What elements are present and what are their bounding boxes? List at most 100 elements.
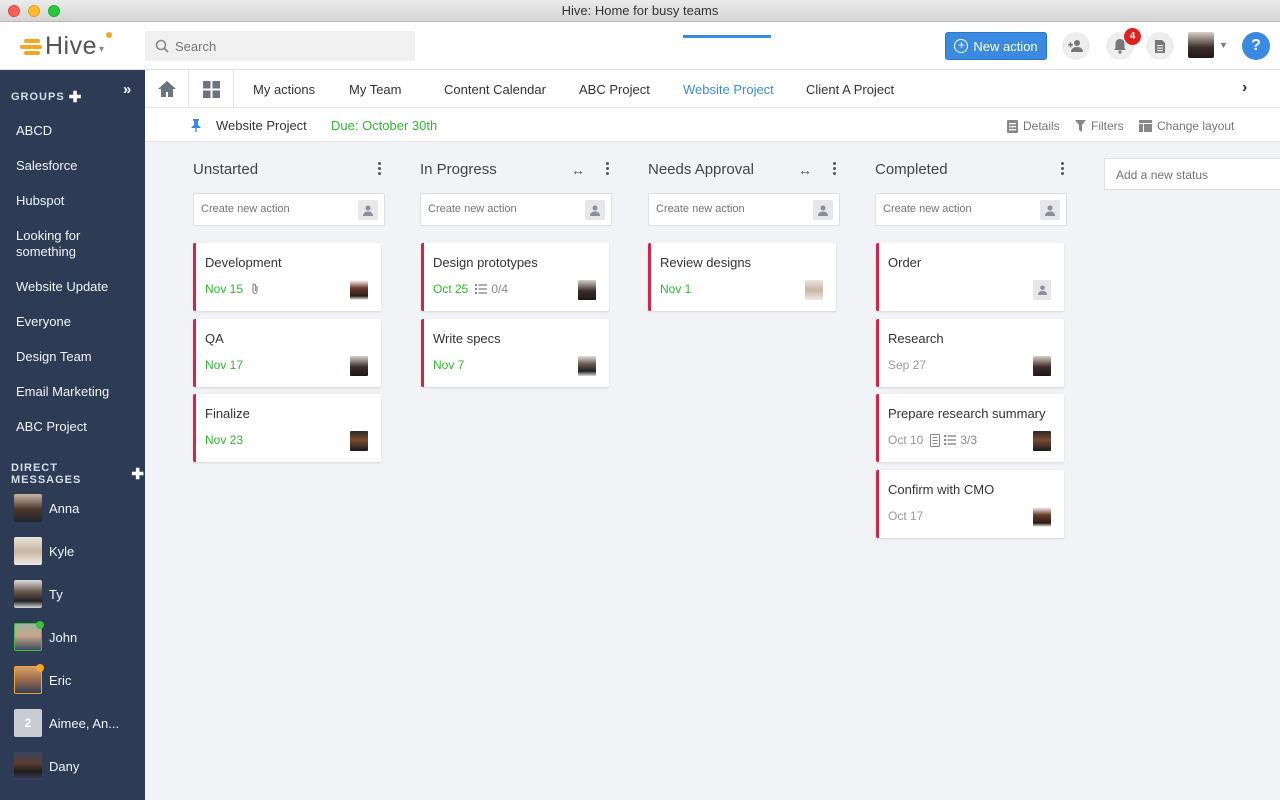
search-input[interactable]	[175, 38, 395, 54]
create-action-input[interactable]	[428, 203, 578, 215]
unassigned-user-icon[interactable]	[1033, 280, 1051, 300]
add-message-icon[interactable]: ✚	[131, 466, 145, 483]
expand-column-icon[interactable]: ↔	[571, 162, 585, 178]
create-action-input[interactable]	[201, 203, 351, 215]
action-card[interactable]: Prepare research summary Oct 10 3/3	[876, 394, 1064, 462]
assignee-avatar[interactable]	[578, 280, 596, 300]
tab-my-actions[interactable]: My actions	[253, 82, 316, 97]
assignee-avatar[interactable]	[350, 356, 368, 376]
create-action-field[interactable]	[875, 193, 1067, 226]
assignee-avatar[interactable]	[578, 356, 596, 376]
window-titlebar: Hive: Home for busy teams	[0, 0, 1280, 22]
new-action-label: New action	[973, 38, 1038, 54]
tab-website-project[interactable]: Website Project	[683, 82, 774, 97]
assignee-avatar[interactable]	[350, 431, 368, 451]
create-action-field[interactable]	[420, 193, 612, 226]
action-card[interactable]: Confirm with CMO Oct 17	[876, 470, 1064, 538]
help-button[interactable]: ?	[1242, 32, 1270, 60]
dm-item-eric[interactable]: Eric	[14, 664, 71, 694]
action-card[interactable]: Review designs Nov 1	[648, 243, 836, 311]
pin-icon[interactable]	[190, 118, 202, 132]
sidebar-group-looking-for-something[interactable]: Looking for something	[16, 228, 81, 259]
column-menu-icon[interactable]	[833, 162, 837, 177]
card-title: Development	[205, 255, 282, 270]
close-window-button[interactable]	[8, 5, 20, 17]
card-title: Confirm with CMO	[888, 482, 995, 497]
dm-item-john[interactable]: John	[14, 621, 77, 651]
project-due-date[interactable]: Due: October 30th	[331, 118, 438, 133]
create-action-input[interactable]	[883, 203, 1033, 215]
details-button[interactable]: Details	[1007, 119, 1060, 133]
notification-badge: 4	[1124, 28, 1141, 45]
add-status-field[interactable]	[1104, 158, 1280, 190]
groups-heading-label: GROUPS	[11, 91, 65, 103]
user-avatar[interactable]	[1188, 32, 1214, 58]
action-card[interactable]: QA Nov 17	[193, 319, 381, 387]
assignee-avatar[interactable]	[805, 280, 823, 300]
assign-user-icon[interactable]	[358, 200, 378, 220]
search-bar[interactable]	[145, 31, 415, 61]
avatar	[14, 621, 44, 651]
create-action-input[interactable]	[656, 203, 806, 215]
hive-logo[interactable]: Hive ▾	[20, 32, 113, 61]
sidebar-group-hubspot[interactable]: Hubspot	[16, 193, 65, 208]
filters-button[interactable]: Filters	[1075, 119, 1124, 133]
assignee-avatar[interactable]	[1033, 431, 1051, 451]
assignee-avatar[interactable]	[1033, 356, 1051, 376]
sidebar-group-design-team[interactable]: Design Team	[16, 349, 92, 364]
create-action-field[interactable]	[193, 193, 385, 226]
change-layout-button[interactable]: Change layout	[1139, 119, 1234, 133]
add-status-input[interactable]	[1116, 168, 1266, 182]
sidebar-group-abc-project[interactable]: ABC Project	[16, 419, 87, 434]
assign-user-icon[interactable]	[1040, 200, 1060, 220]
tab-my-team[interactable]: My Team	[349, 82, 402, 97]
dm-item-anna[interactable]: Anna	[14, 494, 79, 522]
action-card[interactable]: Finalize Nov 23	[193, 394, 381, 462]
sidebar-group-salesforce[interactable]: Salesforce	[16, 158, 78, 173]
chevron-down-icon[interactable]: ▼	[1219, 40, 1228, 50]
documents-button[interactable]	[1146, 32, 1174, 60]
create-action-field[interactable]	[648, 193, 840, 226]
card-due-date: Nov 15	[205, 282, 244, 296]
chevron-right-icon[interactable]: ›	[1242, 79, 1248, 96]
dm-item-group[interactable]: 2 Aimee, An...	[14, 709, 119, 737]
assignee-avatar[interactable]	[1033, 507, 1051, 527]
add-group-icon[interactable]: ✚	[68, 89, 83, 106]
assignee-avatar[interactable]	[350, 280, 368, 300]
dm-item-dany[interactable]: Dany	[14, 752, 79, 780]
dm-item-ty[interactable]: Ty	[14, 580, 63, 608]
invite-user-button[interactable]	[1062, 32, 1090, 60]
action-card[interactable]: Research Sep 27	[876, 319, 1064, 387]
dm-name: Anna	[49, 500, 80, 516]
hive-logo-icon	[20, 37, 42, 57]
dashboard-tab[interactable]	[190, 70, 234, 108]
new-action-button[interactable]: + New action	[945, 32, 1047, 60]
assign-user-icon[interactable]	[585, 200, 605, 220]
zoom-window-button[interactable]	[48, 5, 60, 17]
sidebar-group-website-update[interactable]: Website Update	[16, 279, 109, 294]
sidebar-group-email-marketing[interactable]: Email Marketing	[16, 384, 110, 399]
card-title: Research	[888, 331, 944, 346]
column-menu-icon[interactable]	[378, 162, 382, 177]
card-title: Prepare research summary	[888, 406, 1046, 421]
away-status-indicator	[36, 664, 44, 672]
action-card[interactable]: Order	[876, 243, 1064, 311]
assign-user-icon[interactable]	[813, 200, 833, 220]
home-tab[interactable]	[145, 70, 189, 108]
column-menu-icon[interactable]	[1061, 162, 1065, 177]
collapse-sidebar-icon[interactable]: »	[123, 81, 132, 98]
tab-content-calendar[interactable]: Content Calendar	[444, 82, 546, 97]
expand-column-icon[interactable]: ↔	[798, 162, 812, 178]
action-card[interactable]: Write specs Nov 7	[421, 319, 609, 387]
sidebar-group-everyone[interactable]: Everyone	[16, 314, 71, 329]
dm-item-kyle[interactable]: Kyle	[14, 537, 74, 565]
avatar	[14, 580, 42, 608]
action-card[interactable]: Design prototypes Oct 25 0/4	[421, 243, 609, 311]
tab-client-a-project[interactable]: Client A Project	[806, 82, 895, 97]
column-menu-icon[interactable]	[606, 162, 610, 177]
minimize-window-button[interactable]	[28, 5, 40, 17]
action-card[interactable]: Development Nov 15	[193, 243, 381, 311]
tab-abc-project[interactable]: ABC Project	[579, 82, 650, 97]
card-title: QA	[205, 331, 224, 346]
sidebar-group-abcd[interactable]: ABCD	[16, 123, 53, 138]
